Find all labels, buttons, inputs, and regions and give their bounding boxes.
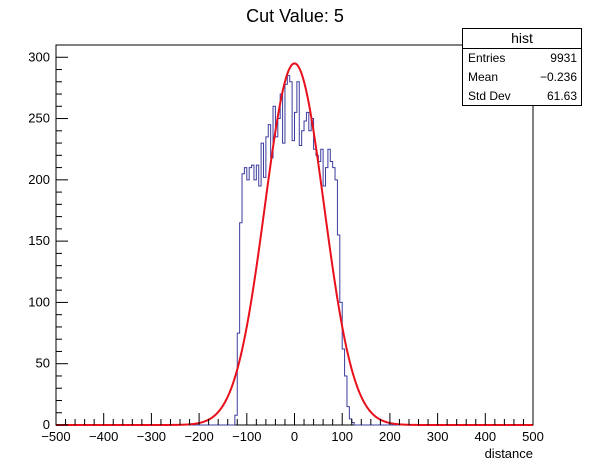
stats-box-title: hist — [463, 29, 581, 49]
x-tick-label: −300 — [137, 429, 166, 444]
x-axis-label: distance — [485, 446, 533, 461]
stddev-label: Std Dev — [468, 89, 511, 103]
histogram-series — [56, 75, 533, 426]
entries-label: Entries — [468, 51, 506, 65]
y-tick-label: 250 — [28, 111, 50, 126]
x-tick-label: 100 — [331, 429, 353, 444]
y-tick-label: 200 — [28, 172, 50, 187]
y-tick-label: 50 — [36, 356, 50, 371]
entries-value: 9931 — [550, 51, 577, 65]
y-tick-label: 0 — [43, 417, 50, 432]
x-tick-label: 0 — [291, 429, 298, 444]
x-tick-label: 500 — [522, 429, 544, 444]
x-tick-label: −200 — [184, 429, 213, 444]
x-tick-label: 300 — [427, 429, 449, 444]
y-tick-label: 300 — [28, 49, 50, 64]
x-tick-label: −500 — [41, 429, 70, 444]
x-tick-label: 200 — [379, 429, 401, 444]
stats-row-mean: Mean −0.236 — [463, 68, 581, 87]
mean-value: −0.236 — [539, 70, 577, 84]
stats-row-entries: Entries 9931 — [463, 49, 581, 68]
stats-row-stddev: Std Dev 61.63 — [463, 87, 581, 106]
gaussian-fit-line — [56, 62, 533, 426]
mean-label: Mean — [468, 70, 499, 84]
y-tick-label: 100 — [28, 294, 50, 309]
chart-title: Cut Value: 5 — [246, 6, 344, 26]
x-tick-label: −100 — [232, 429, 261, 444]
x-tick-label: 400 — [474, 429, 496, 444]
y-tick-label: 150 — [28, 233, 50, 248]
x-tick-label: −400 — [89, 429, 118, 444]
stats-box: hist Entries 9931 Mean −0.236 Std Dev 61… — [462, 28, 582, 106]
stddev-value: 61.63 — [546, 89, 577, 103]
